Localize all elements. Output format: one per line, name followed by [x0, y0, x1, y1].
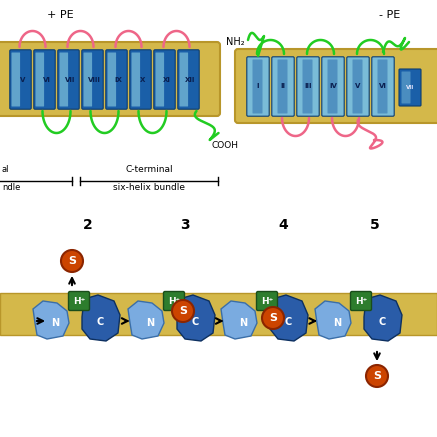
FancyBboxPatch shape — [156, 52, 164, 107]
Text: V: V — [20, 76, 25, 83]
Text: V: V — [355, 83, 361, 90]
Text: H⁺: H⁺ — [355, 296, 367, 305]
FancyBboxPatch shape — [163, 291, 184, 311]
Text: N: N — [239, 318, 247, 328]
Text: C-terminal: C-terminal — [125, 165, 173, 174]
Circle shape — [366, 365, 388, 387]
FancyBboxPatch shape — [132, 52, 140, 107]
Text: II: II — [281, 83, 285, 90]
FancyBboxPatch shape — [272, 57, 294, 116]
Polygon shape — [315, 301, 351, 339]
Bar — [0, 293, 437, 335]
Text: VI: VI — [379, 83, 387, 90]
Polygon shape — [177, 295, 215, 341]
Text: COOH: COOH — [212, 141, 239, 150]
FancyBboxPatch shape — [378, 59, 388, 114]
FancyBboxPatch shape — [130, 50, 151, 109]
FancyBboxPatch shape — [297, 57, 319, 116]
Text: H⁺: H⁺ — [261, 296, 273, 305]
FancyBboxPatch shape — [350, 291, 371, 311]
Text: N: N — [333, 318, 341, 328]
Text: VI: VI — [42, 76, 50, 83]
Text: + PE: + PE — [47, 10, 73, 20]
FancyBboxPatch shape — [257, 291, 277, 311]
Text: S: S — [68, 256, 76, 266]
FancyBboxPatch shape — [178, 50, 199, 109]
Polygon shape — [221, 301, 257, 339]
Text: H⁺: H⁺ — [168, 296, 180, 305]
FancyBboxPatch shape — [322, 57, 344, 116]
Text: N: N — [146, 318, 154, 328]
Text: X: X — [140, 76, 145, 83]
Text: XII: XII — [185, 76, 196, 83]
FancyBboxPatch shape — [235, 49, 437, 123]
FancyBboxPatch shape — [108, 52, 116, 107]
FancyBboxPatch shape — [83, 52, 92, 107]
FancyBboxPatch shape — [59, 52, 68, 107]
Text: six-helix bundle: six-helix bundle — [113, 183, 185, 192]
Polygon shape — [128, 301, 164, 339]
Text: C: C — [191, 317, 199, 327]
FancyBboxPatch shape — [106, 50, 127, 109]
Text: VII: VII — [65, 76, 76, 83]
FancyBboxPatch shape — [247, 57, 269, 116]
Polygon shape — [270, 295, 308, 341]
Text: VII: VII — [406, 85, 414, 90]
FancyBboxPatch shape — [302, 59, 312, 114]
Text: al: al — [2, 165, 10, 174]
Polygon shape — [33, 301, 69, 339]
Text: ndle: ndle — [2, 183, 21, 192]
FancyBboxPatch shape — [0, 42, 220, 116]
Text: C: C — [284, 317, 291, 327]
Text: H⁺: H⁺ — [73, 296, 85, 305]
Circle shape — [172, 300, 194, 322]
Text: XI: XI — [163, 76, 170, 83]
FancyBboxPatch shape — [327, 59, 337, 114]
Text: IV: IV — [329, 83, 337, 90]
Text: C: C — [97, 317, 104, 327]
Text: S: S — [179, 306, 187, 316]
Text: S: S — [373, 371, 381, 381]
FancyBboxPatch shape — [10, 50, 31, 109]
Text: 2: 2 — [83, 218, 93, 232]
Text: I: I — [257, 83, 259, 90]
Polygon shape — [364, 295, 402, 341]
FancyBboxPatch shape — [34, 50, 55, 109]
FancyBboxPatch shape — [69, 291, 90, 311]
Text: - PE: - PE — [379, 10, 401, 20]
Text: N: N — [51, 318, 59, 328]
FancyBboxPatch shape — [277, 59, 288, 114]
FancyBboxPatch shape — [35, 52, 44, 107]
FancyBboxPatch shape — [11, 52, 20, 107]
Text: NH₂: NH₂ — [226, 37, 245, 47]
FancyBboxPatch shape — [347, 57, 369, 116]
Text: 3: 3 — [180, 218, 190, 232]
Polygon shape — [82, 295, 120, 341]
FancyBboxPatch shape — [399, 69, 421, 106]
Text: C: C — [378, 317, 385, 327]
FancyBboxPatch shape — [372, 57, 394, 116]
Text: IX: IX — [114, 76, 122, 83]
FancyBboxPatch shape — [154, 50, 175, 109]
Text: S: S — [269, 313, 277, 323]
Text: 5: 5 — [370, 218, 380, 232]
FancyBboxPatch shape — [402, 72, 410, 104]
Circle shape — [61, 250, 83, 272]
FancyBboxPatch shape — [253, 59, 263, 114]
FancyBboxPatch shape — [180, 52, 188, 107]
Text: 4: 4 — [278, 218, 288, 232]
FancyBboxPatch shape — [353, 59, 363, 114]
Text: VIII: VIII — [88, 76, 101, 83]
Text: III: III — [304, 83, 312, 90]
FancyBboxPatch shape — [82, 50, 103, 109]
FancyBboxPatch shape — [58, 50, 79, 109]
Circle shape — [262, 307, 284, 329]
